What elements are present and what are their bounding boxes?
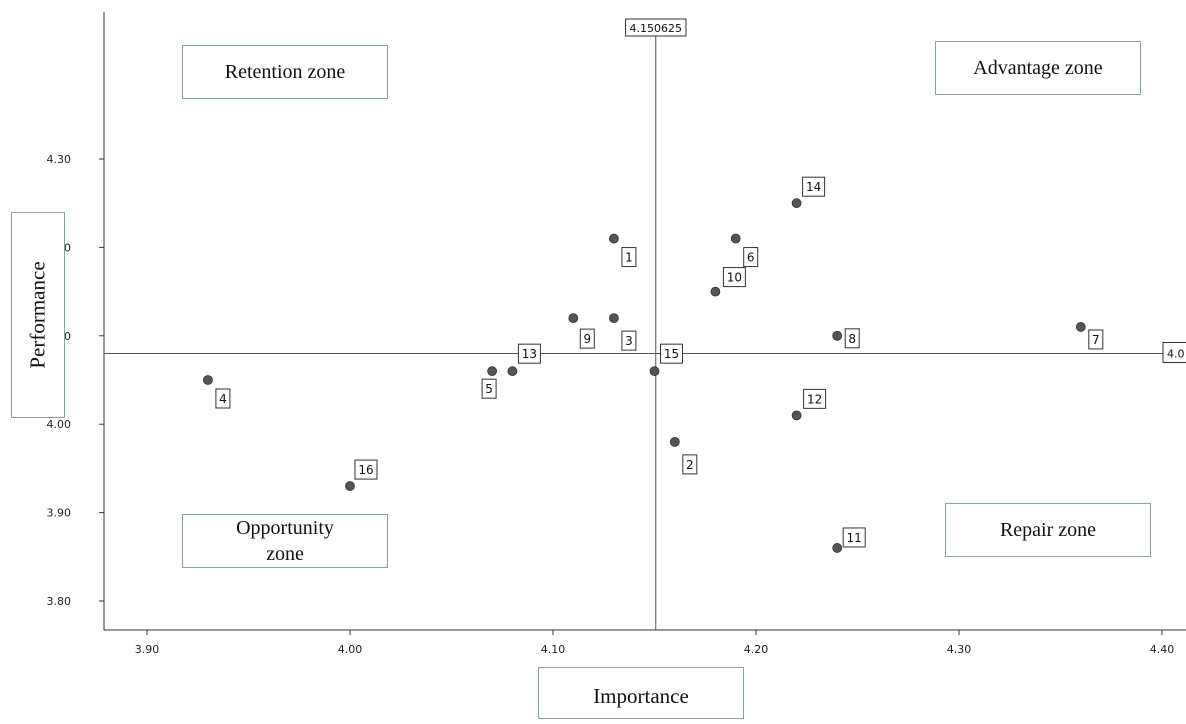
data-point-14 xyxy=(792,199,801,208)
data-point-5 xyxy=(488,367,497,376)
x-tick-label: 4.30 xyxy=(947,643,972,656)
point-label-3: 3 xyxy=(625,334,633,348)
point-label-2: 2 xyxy=(686,458,694,472)
y-tick-label: 3.80 xyxy=(47,595,72,608)
x-axis-title: Importance xyxy=(538,667,744,719)
x-reference-label: 4.150625 xyxy=(630,22,683,35)
y-reference-label: 4.0 xyxy=(1167,347,1185,360)
point-label-12: 12 xyxy=(807,392,822,406)
point-label-7: 7 xyxy=(1092,333,1100,347)
x-tick-label: 4.10 xyxy=(541,643,566,656)
point-label-8: 8 xyxy=(848,332,856,346)
point-label-13: 13 xyxy=(522,347,537,361)
opportunity-zone-line2: zone xyxy=(183,541,387,567)
y-tick-label: 4.00 xyxy=(47,418,72,431)
data-point-7 xyxy=(1076,322,1085,331)
point-label-4: 4 xyxy=(219,392,227,406)
y-tick-label: 4.30 xyxy=(47,153,72,166)
data-point-15 xyxy=(650,367,659,376)
retention-zone-label: Retention zone xyxy=(182,45,388,99)
x-tick-label: 3.90 xyxy=(135,643,160,656)
opportunity-zone-line1: Opportunity xyxy=(183,515,387,541)
data-point-11 xyxy=(833,543,842,552)
data-point-3 xyxy=(609,314,618,323)
point-label-6: 6 xyxy=(747,251,755,265)
point-label-1: 1 xyxy=(625,251,633,265)
point-label-5: 5 xyxy=(485,382,493,396)
repair-zone-label: Repair zone xyxy=(945,503,1151,557)
point-label-9: 9 xyxy=(583,332,591,346)
y-axis-title: Performance xyxy=(11,212,65,418)
data-point-12 xyxy=(792,411,801,420)
x-tick-label: 4.20 xyxy=(744,643,769,656)
y-tick-label: 3.90 xyxy=(47,507,72,520)
opportunity-zone-label: Opportunity zone xyxy=(182,514,388,568)
point-label-16: 16 xyxy=(358,463,373,477)
data-point-4 xyxy=(203,376,212,385)
x-tick-label: 4.00 xyxy=(338,643,363,656)
data-point-9 xyxy=(569,314,578,323)
point-label-10: 10 xyxy=(727,271,742,285)
x-tick-label: 4.40 xyxy=(1150,643,1175,656)
point-label-15: 15 xyxy=(664,347,679,361)
point-label-11: 11 xyxy=(847,531,862,545)
data-point-10 xyxy=(711,287,720,296)
data-point-6 xyxy=(731,234,740,243)
data-point-16 xyxy=(346,482,355,491)
data-point-13 xyxy=(508,367,517,376)
data-point-8 xyxy=(833,331,842,340)
data-point-2 xyxy=(670,437,679,446)
data-point-1 xyxy=(609,234,618,243)
point-label-14: 14 xyxy=(806,180,821,194)
y-axis-title-text: Performance xyxy=(26,261,51,368)
advantage-zone-label: Advantage zone xyxy=(935,41,1141,95)
